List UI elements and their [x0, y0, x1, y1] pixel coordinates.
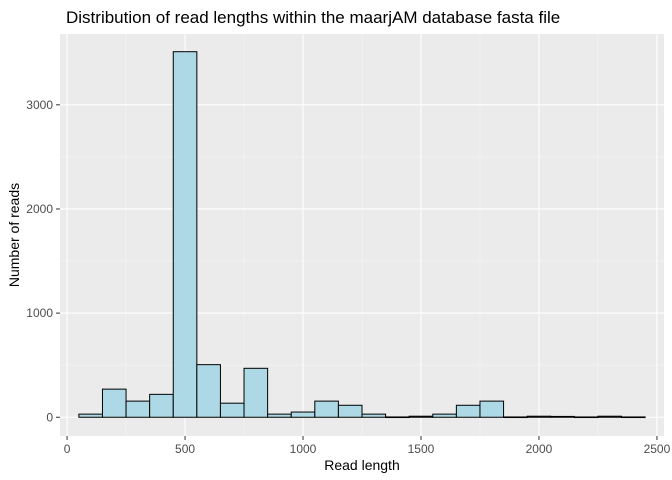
x-tick-label: 2000 [526, 442, 553, 456]
histogram-bar [455, 404, 481, 418]
histogram-bar [432, 413, 457, 418]
x-axis-title: Read length [324, 457, 400, 473]
histogram-bar [385, 416, 410, 419]
histogram-bar [314, 400, 339, 418]
bars [78, 51, 646, 419]
histogram-bar [196, 364, 221, 418]
histogram-bar [526, 415, 552, 418]
histogram-bar [290, 411, 316, 418]
chart-title: Distribution of read lengths within the … [66, 8, 560, 27]
histogram-bar [172, 51, 198, 418]
histogram-bar [267, 413, 292, 418]
histogram-bar [479, 400, 505, 418]
histogram-bar [503, 416, 528, 419]
tick-labels: 0 500 1000 1500 2000 2500 0 1000 2000 3000 [26, 98, 670, 456]
histogram-bar [125, 400, 151, 418]
histogram-bar [408, 415, 434, 418]
histogram-bar [101, 388, 127, 418]
histogram-bar [573, 416, 599, 419]
histogram-bar [219, 402, 245, 418]
y-axis-title: Number of reads [6, 183, 22, 287]
histogram-bar [149, 393, 174, 418]
histogram-bar [621, 416, 646, 419]
y-tick-label: 2000 [26, 202, 53, 216]
x-tick-label: 1000 [290, 442, 317, 456]
histogram-bar [597, 415, 623, 418]
y-tick-label: 1000 [26, 306, 53, 320]
histogram-bar [550, 415, 575, 418]
x-tick-label: 500 [175, 442, 195, 456]
histogram-bar [78, 413, 103, 418]
axis-ticks [56, 104, 658, 440]
histogram-bar [243, 367, 269, 418]
histogram-bar [361, 413, 387, 418]
x-tick-label: 0 [64, 442, 71, 456]
x-tick-label: 2500 [644, 442, 671, 456]
x-tick-label: 1500 [408, 442, 435, 456]
y-tick-label: 3000 [26, 98, 53, 112]
histogram-bar [337, 404, 363, 418]
y-tick-label: 0 [46, 410, 53, 424]
